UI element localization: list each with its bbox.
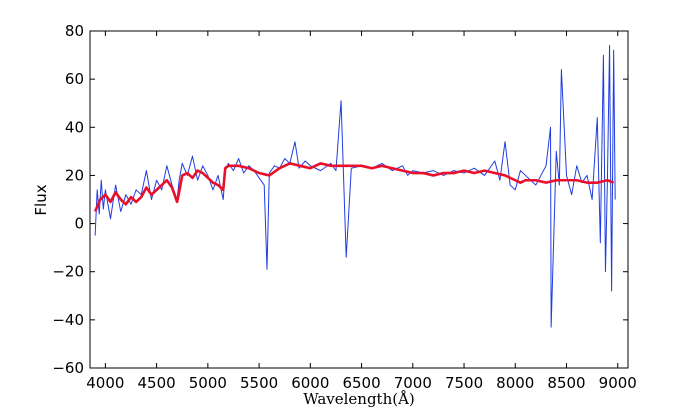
ticks-layer: 4000 4500 5000 5500 6000 6500 7000 7500 8000 8500…: [52, 22, 637, 392]
y-tick-label: 40: [65, 118, 84, 136]
x-tick-label: 9000: [599, 374, 637, 392]
x-tick-label: 6000: [291, 374, 329, 392]
y-tick-label: 20: [65, 166, 84, 184]
x-tick-label: 4000: [86, 374, 124, 392]
y-tick-label: 80: [65, 22, 84, 40]
x-tick-label: 5500: [240, 374, 278, 392]
x-tick-label: 5000: [189, 374, 227, 392]
x-tick-label: 7500: [445, 374, 483, 392]
y-tick-label: 60: [65, 70, 84, 88]
x-tick-label: 8000: [496, 374, 534, 392]
y-tick-label: 0: [74, 215, 84, 233]
x-tick-label: 4500: [138, 374, 176, 392]
y-axis-label: Flux: [32, 184, 50, 215]
observed-series-line: [94, 44, 616, 328]
x-tick-label: 7000: [394, 374, 432, 392]
x-axis-label: Wavelength(Å): [303, 390, 415, 408]
plot-frame: [89, 30, 629, 369]
y-tick-label: −20: [52, 263, 84, 281]
x-tick-label: 8500: [547, 374, 585, 392]
series-layer: [93, 44, 616, 328]
y-tick-label: −40: [52, 311, 84, 329]
model-series-line: [93, 162, 615, 213]
x-tick-label: 6500: [342, 374, 380, 392]
y-tick-label: −60: [52, 359, 84, 377]
